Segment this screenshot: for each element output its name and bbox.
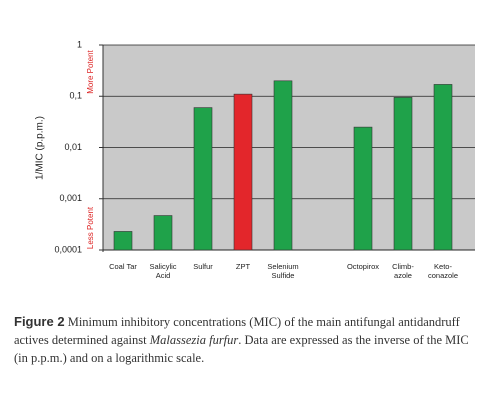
x-tick-label: ZPT — [235, 262, 251, 271]
bar — [153, 215, 173, 251]
y-tick-label: 0,1 — [69, 91, 82, 101]
bar — [353, 126, 373, 251]
x-tick-label: Sulfur — [193, 262, 213, 271]
y-tick-label: 1 — [77, 39, 82, 49]
y-tick-label: 0,01 — [64, 142, 82, 152]
y-tick-label: 0,0001 — [54, 244, 82, 254]
x-tick-label: Keto- conazole — [427, 262, 459, 280]
bar — [113, 231, 133, 251]
bar — [233, 93, 253, 251]
bar — [393, 97, 413, 251]
bar — [273, 80, 293, 251]
caption-species: Malassezia furfur — [149, 333, 239, 347]
caption: Figure 2 Minimum inhibitory concentratio… — [14, 313, 476, 367]
y-tick-label: 0,001 — [59, 193, 82, 203]
x-tick-label: Selenium Sulfide — [267, 262, 299, 280]
annotation: More Potent — [86, 49, 95, 93]
caption-text: . Data are expressed as the inverse of t… — [14, 333, 469, 365]
bar — [433, 84, 453, 251]
bar — [193, 107, 213, 251]
x-tick-label: Coal Tar — [109, 262, 137, 271]
y-axis-label: 1/MIC (p.p.m.) — [35, 116, 46, 180]
caption-text: Minimum inhibitory concentrations (MIC) … — [14, 315, 460, 347]
caption-label: Figure 2 — [14, 314, 65, 329]
annotation: Less Potent — [86, 206, 95, 249]
x-tick-label: Octopirox — [346, 262, 380, 271]
x-tick-label: Salicylic Acid — [149, 262, 177, 280]
x-tick-label: Climb- azole — [392, 262, 414, 280]
chart: 1/MIC (p.p.m.) More Potent Less Potent 0… — [35, 39, 475, 254]
